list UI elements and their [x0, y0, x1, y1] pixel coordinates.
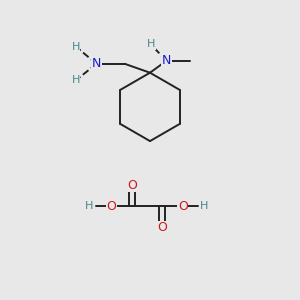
- Text: H: H: [85, 202, 94, 212]
- Text: H: H: [147, 39, 156, 49]
- Text: O: O: [106, 200, 116, 213]
- Text: H: H: [71, 42, 80, 52]
- Text: N: N: [162, 54, 171, 67]
- Text: O: O: [157, 221, 167, 234]
- Text: O: O: [178, 200, 188, 213]
- Text: O: O: [127, 178, 137, 192]
- Text: N: N: [92, 57, 101, 70]
- Text: H: H: [71, 75, 80, 85]
- Text: H: H: [200, 202, 208, 212]
